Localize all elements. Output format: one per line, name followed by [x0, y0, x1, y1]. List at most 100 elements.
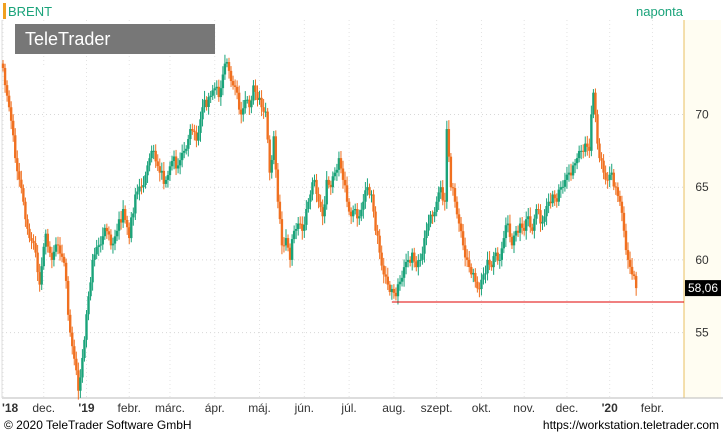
- candle-body: [504, 225, 508, 239]
- candle-body: [9, 107, 13, 121]
- candle-body: [250, 100, 253, 108]
- candle-body: [630, 266, 634, 275]
- candle-body: [437, 192, 440, 202]
- candle-body: [87, 296, 90, 315]
- candle-body: [435, 201, 438, 212]
- period-label[interactable]: naponta: [636, 4, 683, 19]
- candle-body: [455, 201, 459, 215]
- candle-body: [95, 247, 98, 255]
- candle-body: [185, 148, 188, 151]
- candle-body: [415, 261, 418, 268]
- candle-body: [113, 236, 117, 244]
- candle-body: [36, 252, 39, 273]
- candle-body: [246, 99, 249, 101]
- x-tick-label: febr.: [641, 401, 664, 415]
- candle-body: [134, 194, 137, 214]
- candle-body: [584, 143, 587, 152]
- candle-body: [237, 92, 241, 110]
- x-tick-label: dec.: [32, 401, 55, 415]
- candle-body: [522, 227, 526, 231]
- candle-body: [211, 90, 214, 96]
- candle-body: [525, 219, 528, 231]
- candle-body: [164, 179, 168, 184]
- candle-body: [99, 244, 102, 246]
- candle-body: [282, 245, 286, 247]
- candle-body: [244, 99, 247, 109]
- candle-body: [136, 191, 139, 195]
- candle-body: [372, 194, 375, 212]
- candle-body: [187, 139, 190, 149]
- candle-body: [272, 136, 275, 160]
- candle-body: [612, 172, 615, 187]
- candle-body: [219, 88, 223, 98]
- candle-body: [457, 214, 461, 224]
- candle-body: [588, 146, 591, 151]
- candle-body: [54, 244, 58, 252]
- candle-body: [616, 187, 620, 197]
- candle-body: [276, 169, 280, 202]
- candle-body: [11, 120, 15, 136]
- candle-body: [614, 186, 617, 188]
- candle-body: [419, 259, 422, 261]
- candle-body: [150, 150, 153, 159]
- candle-body: [600, 158, 603, 161]
- candle-body: [227, 62, 231, 71]
- candle-body: [178, 160, 182, 166]
- candle-body: [172, 156, 176, 162]
- candle-body: [533, 218, 536, 231]
- candle-body: [7, 95, 11, 108]
- candle-body: [305, 209, 308, 225]
- candle-body: [117, 219, 121, 231]
- candle-body: [561, 186, 565, 188]
- candle-body: [123, 209, 127, 221]
- candle-body: [543, 216, 546, 222]
- candle-body: [496, 252, 499, 261]
- candle-body: [266, 111, 269, 140]
- candle-body: [3, 67, 7, 86]
- candle-body: [488, 259, 491, 265]
- candle-body: [319, 201, 322, 208]
- candle-body: [362, 201, 365, 210]
- candle-body: [463, 245, 467, 258]
- y-tick-label: 60: [695, 253, 709, 267]
- candle-body: [38, 272, 41, 285]
- candle-body: [32, 240, 35, 244]
- symbol-marker: [3, 3, 6, 19]
- candle-body: [233, 85, 237, 87]
- candle-body: [44, 233, 47, 247]
- candle-body: [130, 217, 133, 239]
- candle-body: [470, 267, 473, 275]
- candle-body: [547, 201, 550, 206]
- candle-body: [559, 187, 563, 190]
- candle-body: [109, 234, 113, 246]
- candle-body: [323, 204, 326, 217]
- x-tick-label: '18: [2, 401, 19, 415]
- candle-body: [46, 233, 50, 247]
- candle-body: [60, 253, 64, 257]
- candle-body: [79, 377, 82, 391]
- candle-body: [297, 223, 300, 230]
- candle-body: [413, 252, 416, 262]
- candle-body: [142, 185, 145, 188]
- candle-body: [254, 85, 257, 92]
- candle-body: [421, 253, 424, 260]
- website-link[interactable]: https://workstation.teletrader.com: [542, 418, 719, 432]
- candle-body: [301, 224, 304, 231]
- candle-body: [91, 259, 94, 283]
- candle-body: [199, 119, 202, 133]
- candle-body: [280, 219, 284, 246]
- x-tick-label: okt.: [472, 401, 491, 415]
- candle-body: [555, 198, 558, 202]
- candle-body: [1, 63, 5, 68]
- candle-body: [441, 187, 444, 201]
- candle-body: [529, 216, 532, 228]
- x-tick-label: dec.: [556, 401, 579, 415]
- candle-body: [592, 92, 595, 115]
- candle-body: [398, 281, 402, 285]
- y-tick-label: 55: [695, 326, 709, 340]
- candle-body: [402, 267, 406, 278]
- candle-body: [56, 244, 60, 246]
- candle-body: [307, 201, 310, 209]
- candle-body: [75, 358, 78, 371]
